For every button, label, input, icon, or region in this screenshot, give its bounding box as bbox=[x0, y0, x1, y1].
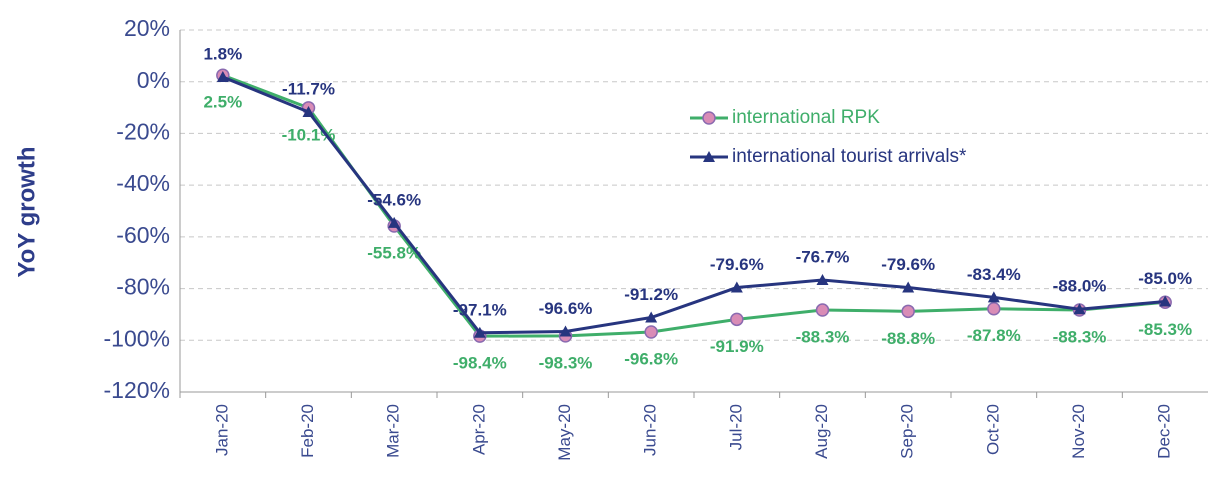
x-tick-label: Jun-20 bbox=[641, 404, 660, 456]
point bbox=[473, 326, 486, 338]
data-label: -55.8% bbox=[367, 243, 421, 262]
x-tick-label: Sep-20 bbox=[898, 404, 917, 459]
x-tick-label: Mar-20 bbox=[384, 404, 403, 458]
x-tick-label: Aug-20 bbox=[812, 404, 831, 459]
data-label: -79.6% bbox=[710, 255, 764, 274]
data-label: 2.5% bbox=[203, 93, 242, 112]
data-label: -87.8% bbox=[967, 326, 1021, 345]
point bbox=[1159, 295, 1172, 307]
data-label: -88.3% bbox=[1053, 328, 1107, 347]
y-tick-label: 0% bbox=[137, 67, 170, 93]
point bbox=[1073, 303, 1086, 315]
data-label: -88.0% bbox=[1053, 277, 1107, 296]
point bbox=[987, 291, 1000, 303]
point bbox=[645, 311, 658, 323]
data-label: -96.6% bbox=[539, 299, 593, 318]
x-tick-label: May-20 bbox=[555, 404, 574, 461]
point bbox=[644, 325, 658, 339]
y-tick-label: -20% bbox=[116, 119, 170, 145]
data-label: 1.8% bbox=[203, 45, 242, 64]
data-label: -98.4% bbox=[453, 354, 507, 373]
data-label: -76.7% bbox=[796, 248, 850, 267]
data-label: -88.8% bbox=[881, 329, 935, 348]
y-tick-label: -40% bbox=[116, 170, 170, 196]
point bbox=[730, 312, 744, 327]
y-tick-label: -80% bbox=[116, 274, 170, 300]
y-tick-label: -60% bbox=[116, 222, 170, 248]
point bbox=[987, 301, 1001, 316]
y-tick-label: -120% bbox=[104, 377, 170, 403]
y-tick-label: 20% bbox=[124, 15, 170, 41]
data-label: -85.3% bbox=[1138, 320, 1192, 339]
point bbox=[902, 281, 915, 293]
point bbox=[302, 105, 315, 117]
data-label: -85.0% bbox=[1138, 269, 1192, 288]
x-tick-label: Jan-20 bbox=[212, 404, 231, 456]
point bbox=[815, 303, 830, 317]
data-label: -97.1% bbox=[453, 300, 507, 319]
point bbox=[730, 281, 743, 293]
data-label: -91.9% bbox=[710, 337, 764, 356]
line bbox=[222, 73, 1166, 338]
x-tick-label: Dec-20 bbox=[1155, 404, 1174, 459]
x-tick-label: Nov-20 bbox=[1069, 404, 1088, 459]
x-tick-label: Oct-20 bbox=[983, 404, 1002, 455]
data-label: -79.6% bbox=[881, 255, 935, 274]
legend-marker bbox=[702, 111, 716, 125]
y-tick-label: -100% bbox=[104, 325, 170, 351]
point bbox=[216, 71, 229, 83]
data-label: -83.4% bbox=[967, 265, 1021, 284]
point bbox=[816, 274, 829, 286]
legend-label: international RPK bbox=[732, 107, 880, 128]
data-label: -91.2% bbox=[624, 285, 678, 304]
legend-label: international tourist arrivals* bbox=[732, 146, 967, 167]
data-label: -11.7% bbox=[282, 79, 335, 98]
x-tick-label: Jul-20 bbox=[726, 404, 745, 450]
point bbox=[559, 325, 572, 337]
data-label: -54.6% bbox=[367, 190, 421, 209]
point bbox=[388, 216, 401, 228]
y-axis-label: YoY growth bbox=[13, 146, 40, 277]
line bbox=[222, 75, 1166, 335]
data-label: -98.3% bbox=[539, 353, 593, 372]
legend-marker bbox=[703, 151, 715, 162]
point bbox=[901, 304, 915, 319]
x-tick-label: Feb-20 bbox=[298, 404, 317, 458]
data-label: -96.8% bbox=[624, 349, 678, 368]
data-label: -88.3% bbox=[796, 328, 850, 347]
x-tick-label: Apr-20 bbox=[469, 404, 488, 455]
